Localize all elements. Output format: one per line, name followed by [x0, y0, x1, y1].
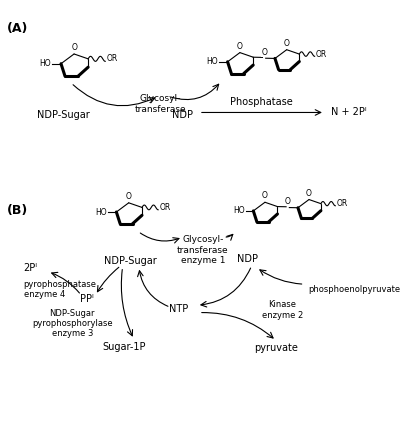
Text: O: O — [71, 43, 77, 52]
Text: pyrophosphatase
enzyme 4: pyrophosphatase enzyme 4 — [23, 280, 96, 299]
Text: N + 2Pᴵ: N + 2Pᴵ — [330, 108, 366, 118]
Text: O: O — [283, 39, 289, 48]
Text: HO: HO — [95, 207, 107, 216]
Text: NDP-Sugar: NDP-Sugar — [36, 111, 89, 121]
Text: OR: OR — [315, 50, 326, 59]
Text: pyruvate: pyruvate — [254, 343, 297, 353]
Text: O: O — [305, 188, 311, 197]
Text: NDP: NDP — [172, 111, 193, 121]
Text: PPᴵ: PPᴵ — [80, 294, 94, 304]
Text: O: O — [284, 197, 290, 206]
Text: NDP: NDP — [237, 254, 258, 264]
Text: O: O — [237, 41, 242, 51]
Text: Sugar-1P: Sugar-1P — [102, 342, 145, 352]
Text: HO: HO — [232, 206, 244, 216]
Text: O: O — [260, 48, 266, 57]
Text: OR: OR — [336, 199, 347, 208]
Text: HO: HO — [39, 59, 51, 68]
Text: Phosphatase: Phosphatase — [230, 97, 292, 107]
Text: NDP-Sugar
pyrophosphorylase
enzyme 3: NDP-Sugar pyrophosphorylase enzyme 3 — [32, 309, 112, 339]
Text: O: O — [261, 191, 267, 200]
Text: (A): (A) — [7, 22, 29, 35]
Text: NTP: NTP — [168, 305, 188, 314]
Text: Glycosyl-
transferase: Glycosyl- transferase — [134, 94, 186, 114]
Text: HO: HO — [206, 57, 217, 66]
Text: NDP-Sugar: NDP-Sugar — [103, 256, 156, 266]
Text: Glycosyl-
transferase
enzyme 1: Glycosyl- transferase enzyme 1 — [177, 235, 228, 265]
Text: phosphoenolpyruvate: phosphoenolpyruvate — [308, 285, 400, 294]
Text: OR: OR — [106, 54, 117, 64]
Text: Kinase
enzyme 2: Kinase enzyme 2 — [261, 301, 302, 320]
Text: O: O — [126, 192, 131, 201]
Text: OR: OR — [159, 203, 170, 212]
Text: (B): (B) — [7, 204, 28, 217]
Text: 2Pᴵ: 2Pᴵ — [23, 263, 37, 273]
